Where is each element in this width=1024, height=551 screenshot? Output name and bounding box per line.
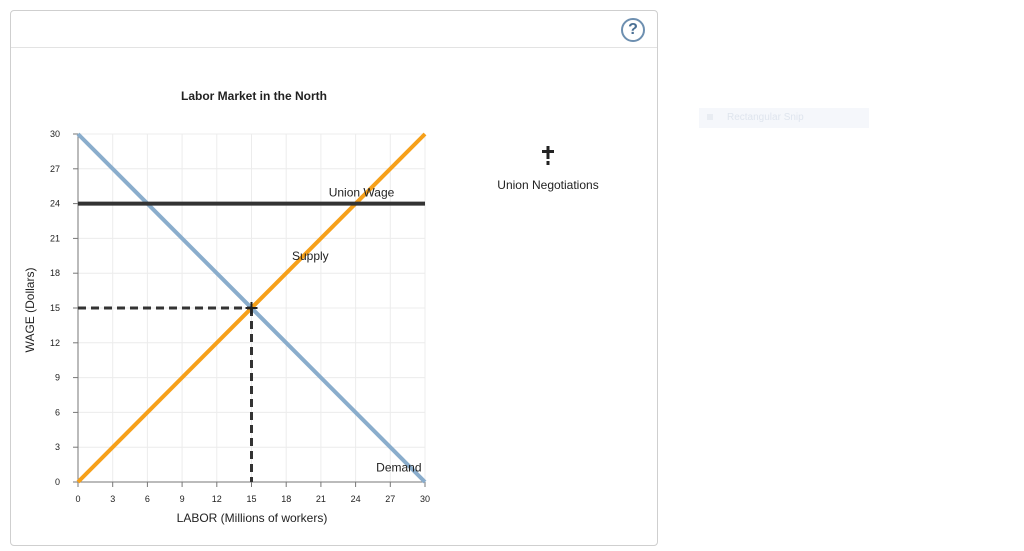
y-tick-label: 3 bbox=[55, 442, 60, 452]
cross-point-icon bbox=[542, 146, 554, 165]
axes: 0 3 6 9 12 15 18 21 24 27 30 0 3 6 9 12 15 18 21 24 27 30 bbox=[50, 129, 430, 504]
y-axis-label: WAGE (Dollars) bbox=[23, 268, 37, 353]
x-tick-label: 12 bbox=[212, 494, 222, 504]
y-tick-label: 9 bbox=[55, 373, 60, 383]
series: Union Wage Supply Demand bbox=[76, 132, 427, 484]
x-tick-label: 27 bbox=[385, 494, 395, 504]
y-tick-label: 15 bbox=[50, 303, 60, 313]
snip-label: Rectangular Snip bbox=[727, 112, 804, 123]
question-panel: ? bbox=[10, 10, 658, 546]
x-tick-label: 6 bbox=[145, 494, 150, 504]
x-tick-label: 0 bbox=[75, 494, 80, 504]
y-tick-label: 21 bbox=[50, 233, 60, 243]
x-tick-label: 18 bbox=[281, 494, 291, 504]
help-button[interactable]: ? bbox=[621, 18, 645, 42]
x-tick-label: 24 bbox=[351, 494, 361, 504]
legend-tool[interactable]: Union Negotiations bbox=[488, 146, 608, 192]
snip-icon bbox=[707, 114, 713, 120]
y-tick-label: 30 bbox=[50, 129, 60, 139]
panel-header: ? bbox=[11, 11, 657, 48]
y-tick-label: 27 bbox=[50, 164, 60, 174]
supply-label: Supply bbox=[292, 249, 329, 263]
x-tick-label: 30 bbox=[420, 494, 430, 504]
rectangular-snip-overlay: Rectangular Snip bbox=[699, 108, 869, 128]
y-tick-label: 6 bbox=[55, 407, 60, 417]
union-wage-label: Union Wage bbox=[329, 186, 395, 200]
y-tick-label: 18 bbox=[50, 268, 60, 278]
x-tick-label: 21 bbox=[316, 494, 326, 504]
x-tick-label: 9 bbox=[180, 494, 185, 504]
chart-title: Labor Market in the North bbox=[181, 89, 327, 103]
demand-label: Demand bbox=[376, 461, 421, 475]
y-tick-label: 12 bbox=[50, 338, 60, 348]
x-tick-label: 3 bbox=[110, 494, 115, 504]
x-tick-label: 15 bbox=[246, 494, 256, 504]
x-axis-label: LABOR (Millions of workers) bbox=[177, 511, 328, 525]
y-tick-label: 24 bbox=[50, 199, 60, 209]
legend-tool-label: Union Negotiations bbox=[497, 178, 599, 192]
y-tick-label: 0 bbox=[55, 477, 60, 487]
